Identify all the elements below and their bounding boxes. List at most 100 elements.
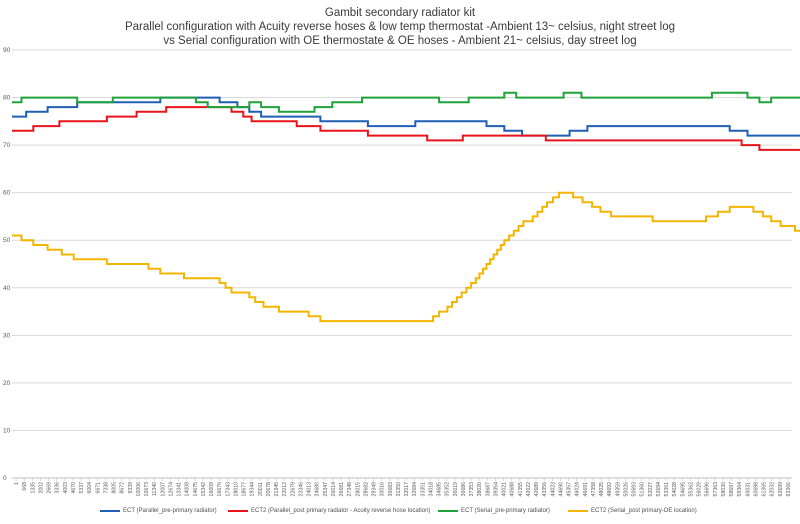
- x-tick-label: 34685: [437, 482, 443, 497]
- x-tick-label: 8005: [112, 482, 118, 494]
- x-tick-label: 6004: [87, 482, 93, 494]
- x-tick-label: 38687: [485, 482, 491, 497]
- x-tick-label: 16676: [217, 482, 223, 497]
- x-tick-label: 11340: [152, 482, 158, 496]
- x-tick-label: 55362: [688, 482, 694, 497]
- x-tick-label: 25347: [323, 482, 329, 497]
- x-tick-label: 60698: [753, 482, 759, 497]
- x-tick-label: 17343: [225, 482, 231, 497]
- x-tick-label: 1: [14, 482, 20, 485]
- x-tick-label: 42689: [534, 482, 540, 497]
- x-tick-label: 43356: [542, 482, 548, 497]
- series-line-3: [12, 91, 800, 113]
- chart-legend: ECT (Parallel_pre-primary radiator) ECT2…: [0, 504, 800, 520]
- x-tick-label: 54695: [680, 482, 686, 497]
- x-tick-label: 20011: [258, 482, 264, 496]
- y-tick-label: 50: [3, 237, 11, 244]
- x-tick-label: 4670: [71, 482, 77, 494]
- x-tick-label: 58697: [729, 482, 735, 497]
- x-tick-label: 12007: [160, 482, 166, 497]
- legend-label-ect-serial: ECT (Serial_pre-primary radiator): [461, 508, 550, 514]
- x-tick-label: 62699: [778, 482, 784, 497]
- x-tick-label: 19344: [250, 482, 256, 497]
- x-tick-label: 47358: [591, 482, 597, 497]
- legend-swatch-ect2-parallel: [228, 510, 248, 512]
- x-tick-label: 44690: [558, 482, 564, 497]
- x-tick-label: 12674: [168, 482, 174, 497]
- x-tick-label: 668: [22, 482, 28, 491]
- x-tick-label: 20678: [266, 482, 272, 497]
- x-tick-label: 52694: [656, 482, 662, 497]
- x-tick-label: 42022: [526, 482, 532, 497]
- y-axis-ticks: 0 10 20 30 40 50 60 70 80 90: [3, 47, 11, 482]
- x-tick-label: 48692: [607, 482, 613, 497]
- x-tick-label: 21345: [274, 482, 280, 497]
- x-tick-label: 62032: [770, 482, 776, 497]
- chart-subtitle-2: vs Serial configuration with OE thermost…: [163, 35, 637, 47]
- x-tick-label: 10673: [144, 482, 150, 497]
- y-tick-label: 60: [3, 190, 11, 197]
- y-tick-label: 70: [3, 142, 11, 149]
- x-tick-label: 41355: [518, 482, 524, 497]
- x-tick-label: 18677: [242, 482, 248, 497]
- x-tick-label: 9339: [128, 482, 134, 494]
- x-tick-label: 46691: [583, 482, 589, 497]
- x-tick-label: 40021: [502, 482, 508, 497]
- legend-item-ect-serial: ECT (Serial_pre-primary radiator): [438, 508, 550, 514]
- x-tick-label: 24013: [307, 482, 313, 497]
- legend-label-ect2-parallel: ECT2 (Parallel_post primary radiator - A…: [251, 508, 431, 514]
- x-tick-label: 54028: [672, 482, 678, 497]
- x-tick-label: 31350: [396, 482, 402, 497]
- x-tick-label: 18010: [233, 482, 239, 497]
- x-tick-label: 36019: [453, 482, 459, 497]
- x-tick-label: 32684: [412, 482, 418, 497]
- x-tick-label: 26681: [339, 482, 345, 497]
- x-tick-label: 56696: [705, 482, 711, 497]
- y-tick-label: 90: [3, 47, 11, 54]
- legend-swatch-ect-parallel: [100, 510, 120, 512]
- x-tick-label: 44023: [550, 482, 556, 497]
- legend-label-ect-parallel: ECT (Parallel_pre-primary radiator): [123, 508, 217, 514]
- y-tick-label: 30: [3, 332, 11, 339]
- x-tick-label: 35352: [445, 482, 451, 497]
- y-tick-label: 10: [3, 427, 11, 434]
- series-lines: [12, 91, 800, 323]
- x-tick-label: 48025: [599, 482, 605, 497]
- x-tick-label: 56029: [697, 482, 703, 497]
- series-line-2: [12, 106, 800, 151]
- x-tick-label: 3336: [55, 482, 61, 494]
- x-tick-label: 46024: [575, 482, 581, 497]
- x-tick-label: 2002: [38, 482, 44, 494]
- legend-item-ect2-parallel: ECT2 (Parallel_post primary radiator - A…: [228, 508, 430, 514]
- x-tick-label: 30683: [388, 482, 394, 497]
- x-tick-label: 32017: [404, 482, 410, 497]
- chart-subtitle-1: Parallel configuration with Acuity rever…: [124, 21, 676, 33]
- x-tick-label: 10006: [136, 482, 142, 497]
- legend-label-ect2-serial: ECT2 (Serial_post primary-OE location): [591, 508, 697, 514]
- x-tick-label: 6671: [95, 482, 101, 494]
- x-tick-label: 28682: [363, 482, 369, 497]
- x-tick-label: 14675: [193, 482, 199, 497]
- x-tick-label: 49359: [615, 482, 621, 497]
- series-line-1: [12, 96, 800, 137]
- x-tick-label: 30016: [380, 482, 386, 497]
- line-chart: 0 10 20 30 40 50 60 70 80 90 1 668 1335 2002 2669 3336…: [3, 47, 800, 496]
- chart-title: Gambit secondary radiator kit: [324, 7, 476, 19]
- x-tick-label: 8672: [120, 482, 126, 494]
- x-tick-label: 22679: [290, 482, 296, 497]
- x-tick-label: 7338: [103, 482, 109, 494]
- x-axis-ticks: 1 668 1335 2002 2669 3336 4003 4670 5337 6004 6671…: [14, 478, 792, 496]
- legend-swatch-ect-serial: [438, 510, 458, 512]
- x-tick-label: 39354: [493, 482, 499, 497]
- x-tick-label: 34018: [428, 482, 434, 497]
- x-tick-label: 61365: [762, 482, 768, 497]
- x-tick-label: 50693: [632, 482, 638, 497]
- x-tick-label: 2669: [47, 482, 53, 494]
- x-tick-label: 52027: [648, 482, 654, 497]
- legend-item-ect-parallel: ECT (Parallel_pre-primary radiator): [100, 508, 217, 514]
- x-tick-label: 14008: [185, 482, 191, 497]
- x-tick-label: 58030: [721, 482, 727, 497]
- legend-item-ect2-serial: ECT2 (Serial_post primary-OE location): [568, 508, 697, 514]
- y-tick-label: 0: [3, 475, 7, 482]
- x-tick-label: 45357: [567, 482, 573, 497]
